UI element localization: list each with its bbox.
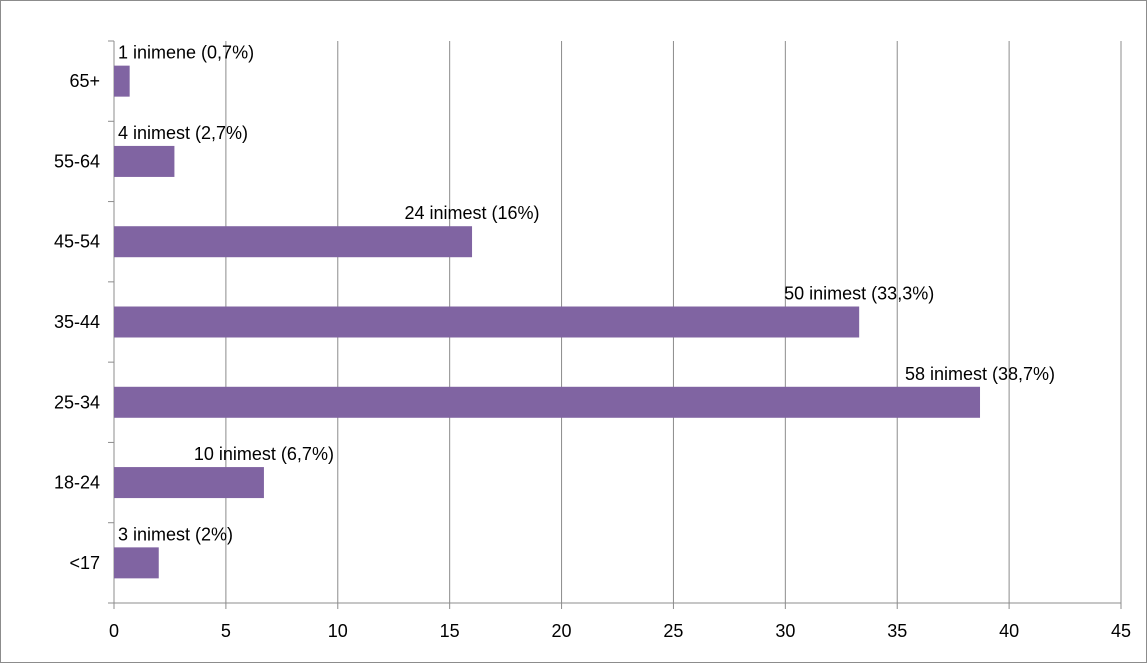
data-labels: 3 inimest (2%) 10 inimest (6,7%) 58 inimes… xyxy=(118,43,1055,545)
data-label: 3 inimest (2%) xyxy=(118,524,233,544)
bar xyxy=(114,547,159,579)
y-tick-label: 55-64 xyxy=(54,151,100,171)
y-tick-label: 35-44 xyxy=(54,312,100,332)
bar xyxy=(114,226,473,258)
x-tick-label: 10 xyxy=(328,621,348,641)
x-tick-label: 20 xyxy=(552,621,572,641)
bar xyxy=(114,65,130,97)
y-tick-label: 25-34 xyxy=(54,392,100,412)
data-label: 1 inimene (0,7%) xyxy=(118,43,254,63)
bars xyxy=(114,65,981,579)
y-tick-label: 18-24 xyxy=(54,473,100,493)
x-tick-label: 15 xyxy=(440,621,460,641)
tick-labels: 0 5 10 15 20 25 30 35 40 45 <17 18-24 25-34 35-44 45-5… xyxy=(54,71,1131,641)
x-tick-label: 30 xyxy=(775,621,795,641)
x-tick-label: 40 xyxy=(999,621,1019,641)
bar xyxy=(114,145,175,177)
data-label: 24 inimest (16%) xyxy=(405,203,540,223)
data-label: 4 inimest (2,7%) xyxy=(118,123,248,143)
y-tick-label: <17 xyxy=(69,553,100,573)
x-tick-label: 5 xyxy=(221,621,231,641)
bar xyxy=(114,306,860,338)
data-label: 10 inimest (6,7%) xyxy=(194,444,334,464)
x-tick-label: 25 xyxy=(663,621,683,641)
data-label: 58 inimest (38,7%) xyxy=(905,364,1055,384)
x-tick-label: 35 xyxy=(887,621,907,641)
bar xyxy=(114,386,981,418)
y-tick-label: 65+ xyxy=(69,71,100,91)
data-label: 50 inimest (33,3%) xyxy=(784,284,934,304)
bar xyxy=(114,467,264,499)
y-tick-label: 45-54 xyxy=(54,232,100,252)
x-tick-label: 45 xyxy=(1111,621,1131,641)
x-tick-label: 0 xyxy=(109,621,119,641)
